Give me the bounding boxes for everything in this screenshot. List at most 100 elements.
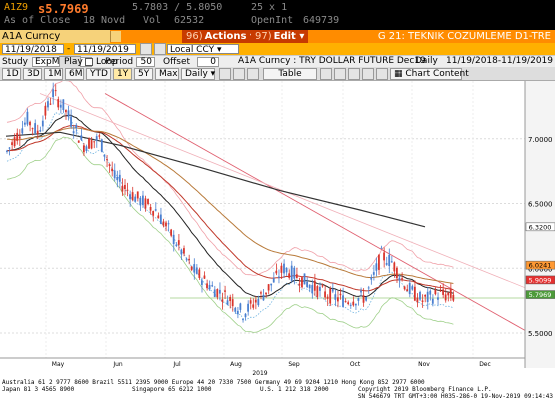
table-button[interactable]: Table <box>263 68 317 80</box>
candle-body <box>11 142 13 146</box>
security-input[interactable]: A1A Curncy <box>0 30 110 43</box>
candle-body <box>290 265 293 281</box>
footer-session: SN 546679 TRT GMT+3:00 H035-286-0 19-Nov… <box>357 393 553 400</box>
edit-menu-number: 97) <box>255 31 272 42</box>
candle-body <box>72 131 75 134</box>
period-select[interactable]: Daily ▾ <box>181 68 215 80</box>
range-max-button[interactable]: Max <box>155 68 179 80</box>
text-icon[interactable] <box>362 68 374 80</box>
edit-menu[interactable]: 97) Edit ▾ <box>251 30 309 43</box>
candle-body <box>221 299 224 302</box>
page-title: G 21: TEKNIK COZUMLEME D1-TRE <box>377 31 551 42</box>
currency-select[interactable]: Local CCY ▾ <box>167 44 239 55</box>
play-button[interactable]: Play <box>59 56 83 68</box>
candle-body <box>136 191 139 199</box>
crosshair-icon[interactable] <box>334 68 346 80</box>
start-date-field[interactable]: 11/19/2018 <box>2 44 64 55</box>
price-tag-label-0: 6.3200 <box>529 223 552 231</box>
candle-body <box>67 110 70 117</box>
candle-body <box>41 120 44 127</box>
candle-body <box>426 291 429 302</box>
period-field[interactable]: 50 <box>136 57 155 67</box>
arrow-icon[interactable] <box>376 68 388 80</box>
security-dropdown-button[interactable] <box>110 31 121 42</box>
zoom-icon[interactable] <box>247 68 259 80</box>
actions-menu[interactable]: 96)Actions ▾ <box>182 30 259 43</box>
grid-icon[interactable] <box>320 68 332 80</box>
candle-body <box>447 292 450 296</box>
range-5y-button[interactable]: 5Y <box>134 68 153 80</box>
candle-body <box>244 313 247 318</box>
candle-body <box>216 289 219 298</box>
volume-value: 62532 <box>174 15 205 26</box>
candle-body <box>444 294 447 301</box>
footer-japan: Japan 81 3 4565 8900 <box>2 386 75 393</box>
candle-body <box>90 140 93 149</box>
candle-body <box>6 150 8 152</box>
candle-body <box>331 289 334 292</box>
command-bar: A1A Curncy 96)Actions ▾ 97)Edit ▾ G 21: … <box>0 30 555 43</box>
candle-body <box>326 296 329 299</box>
candle-body <box>59 104 62 108</box>
candle-body <box>18 136 21 139</box>
candle-body <box>52 89 54 98</box>
date-range-row: 11/19/2018 - 11/19/2019 Local CCY ▾ <box>0 43 555 55</box>
candle-body <box>293 267 296 279</box>
chart-content-label: Chart Content <box>405 69 469 79</box>
candle-body <box>288 273 291 278</box>
candle-body <box>165 222 167 227</box>
range-6m-button[interactable]: 6M <box>65 68 84 80</box>
bid-ask: 5.7803 / 5.8050 <box>132 2 223 13</box>
candle-body <box>185 258 188 260</box>
candle-body <box>139 197 142 206</box>
price-tag-0 <box>525 222 555 232</box>
candle-body <box>134 196 137 202</box>
candle-body <box>421 300 424 302</box>
candle-body <box>65 109 67 113</box>
loop-label: Loop <box>96 57 118 67</box>
study-row: Study ExpMA Period 50 Offset 0 Play Loop <box>0 55 555 68</box>
offset-label: Offset <box>163 57 191 67</box>
loop-checkbox[interactable] <box>85 58 93 66</box>
candle-body <box>398 277 401 281</box>
price-tags: 6.3200 6.0241 5.9099 5.7969 <box>525 222 555 299</box>
range-ytd-button[interactable]: YTD <box>86 68 111 80</box>
candle-body <box>103 154 106 157</box>
currency-dropdown-icon: ▾ <box>216 45 222 55</box>
calendar-icon-2[interactable] <box>154 43 166 55</box>
candle-body <box>383 252 385 261</box>
candle-body <box>29 121 31 126</box>
candle-body <box>254 299 257 303</box>
candle-body <box>131 192 134 200</box>
draw-icon[interactable] <box>348 68 360 80</box>
candle-body <box>188 258 190 261</box>
candle-body <box>360 290 362 293</box>
candle-body <box>308 284 311 289</box>
range-1y-button[interactable]: 1Y <box>113 68 132 80</box>
volume-label: Vol <box>143 15 162 26</box>
candle-body <box>306 281 308 288</box>
calendar-icon[interactable] <box>140 43 152 55</box>
candle-body <box>129 194 131 200</box>
offset-field[interactable]: 0 <box>197 57 219 67</box>
end-date-field[interactable]: 11/19/2019 <box>74 44 136 55</box>
line-chart-icon[interactable] <box>219 68 231 80</box>
candle-body <box>239 303 242 310</box>
range-1d-button[interactable]: 1D <box>2 68 21 80</box>
candle-body <box>152 211 155 216</box>
candle-body <box>403 286 406 290</box>
chart-content-button[interactable]: ▦ Chart Content <box>390 68 469 80</box>
candle-body <box>144 198 147 209</box>
candle-body <box>31 128 34 130</box>
range-1m-button[interactable]: 1M <box>44 68 63 80</box>
candle-body <box>372 272 375 275</box>
candle-body <box>49 103 52 105</box>
candle-body <box>54 90 57 92</box>
range-3d-button[interactable]: 3D <box>23 68 42 80</box>
candle-body <box>419 291 421 300</box>
candle-body <box>180 249 183 255</box>
candlestick-icon[interactable] <box>233 68 245 80</box>
